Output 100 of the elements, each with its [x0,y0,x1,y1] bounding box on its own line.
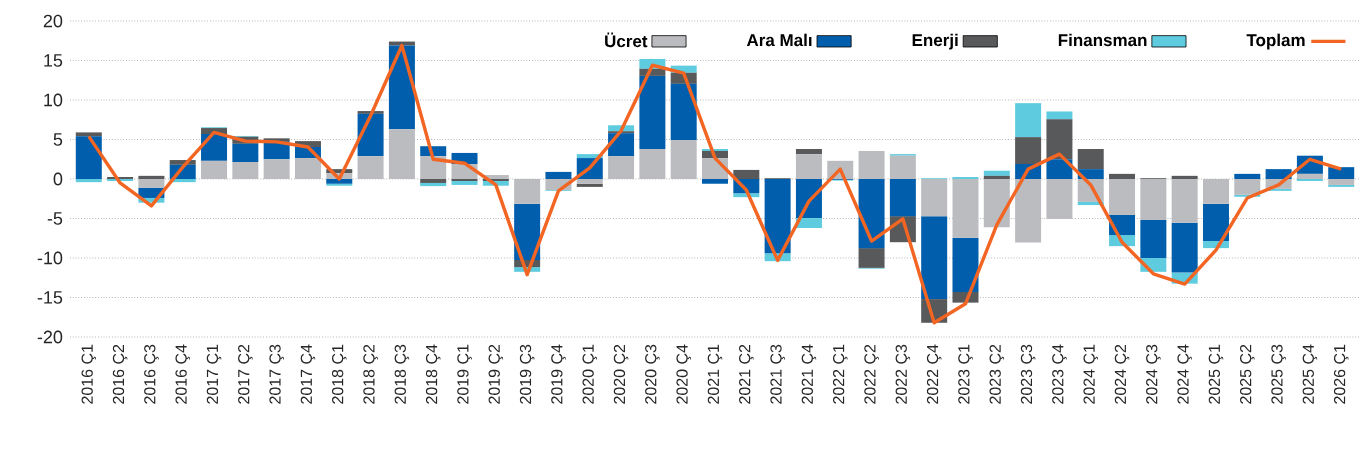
x-tick-label: 2021 Ç3 [770,344,785,404]
bar [1077,148,1104,170]
bar [514,179,541,204]
x-tick-label: 2023 Ç4 [1052,344,1067,404]
bar [1328,179,1355,185]
x-tick-label: 2019 Ç1 [457,344,472,404]
x-tick-label: 2022 Ç2 [864,344,879,404]
x-tick-label: 2019 Ç4 [551,344,566,404]
bar [263,159,290,179]
bar [1202,203,1229,242]
x-tick-label: 2020 Ç3 [645,344,660,404]
x-tick-label: 2021 Ç2 [739,344,754,404]
bar [1140,179,1167,221]
bar [1046,179,1073,219]
bar [138,175,165,179]
y-tick-label: 0 [53,172,63,186]
x-tick-label: 2024 Ç2 [1114,344,1130,404]
bar [889,179,916,217]
bar [1109,173,1136,179]
x-tick-label: 2019 Ç2 [488,344,504,404]
x-tick-label: 2023 Ç1 [958,344,973,404]
bar [1328,167,1355,179]
x-tick-label: 2016 Ç1 [81,344,97,404]
y-tick-label: 20 [43,14,63,28]
x-tick-label: 2017 Ç1 [206,344,222,404]
x-tick-label: 2018 Ç3 [394,344,410,404]
bar [608,133,635,157]
bar [75,136,102,179]
x-tick-label: 2018 Ç4 [425,344,441,404]
bar [952,237,979,292]
bar [232,162,259,179]
x-tick-label: 2022 Ç1 [832,344,848,404]
x-tick-label: 2017 Ç3 [269,344,284,404]
bar [326,179,353,184]
bar [357,113,384,157]
x-tick-label: 2016 Ç4 [175,344,190,404]
legend-label: Finansman [1058,33,1147,47]
bar [357,156,384,179]
bar [952,179,979,238]
x-tick-label: 2021 Ç4 [801,344,817,404]
bar [1140,220,1167,258]
x-tick-label: 2022 Ç3 [895,344,911,404]
bar [388,129,415,179]
bar [639,148,666,179]
bar [795,148,822,155]
x-tick-label: 2022 Ç4 [926,344,942,404]
x-tick-label: 2021 Ç1 [707,344,723,404]
x-tick-label: 2025 Ç1 [1208,344,1224,404]
x-tick-label: 2025 Ç4 [1302,344,1318,404]
bar [1171,175,1198,179]
bar [420,156,447,179]
legend-label: Ücret [605,32,648,48]
bar [1171,179,1198,223]
bar [1046,111,1073,120]
bar [545,171,572,179]
bar [1296,173,1323,179]
bar [670,139,697,179]
legend-label: Ara Malı [746,33,812,47]
legend-label: Toplam [1246,33,1305,50]
bar [639,75,666,149]
bar [608,156,635,179]
x-tick-label: 2024 Ç3 [1146,344,1161,404]
bar [983,175,1010,179]
bar [420,179,447,183]
bar [1046,159,1073,179]
bar [420,182,447,187]
bar [75,132,102,137]
bar [451,180,478,185]
bar [1046,119,1073,160]
x-tick-label: 2020 Ç2 [613,344,629,404]
bar [1234,179,1261,195]
bar [983,170,1010,176]
x-tick-label: 2016 Ç2 [112,344,128,404]
x-tick-label: 2017 Ç2 [238,344,253,404]
y-tick-label: -10 [37,251,63,265]
x-tick-label: 2025 Ç3 [1271,344,1286,404]
x-tick-label: 2025 Ç2 [1240,344,1255,404]
bar [702,179,728,184]
x-tick-label: 2023 Ç3 [1020,344,1036,404]
x-tick-label: 2020 Ç1 [582,344,598,404]
bar [921,216,948,300]
x-tick-label: 2018 Ç2 [363,344,378,404]
x-tick-label: 2023 Ç2 [989,344,1005,404]
x-tick-label: 2018 Ç1 [332,344,347,404]
bar [889,155,916,179]
bar [1015,179,1042,243]
bar [201,160,228,179]
y-tick-label: 10 [44,93,63,107]
bar [733,169,760,179]
bar [576,179,603,184]
bar [138,179,165,188]
bar [795,154,822,179]
bar [858,179,885,249]
bar [983,179,1010,228]
x-tick-label: 2024 Ç1 [1083,344,1099,404]
y-tick-label: -5 [47,212,63,225]
bar [1015,103,1042,138]
bar [232,143,259,163]
x-tick-label: 2020 Ç4 [676,344,691,404]
legend-label: Enerji [912,33,958,50]
